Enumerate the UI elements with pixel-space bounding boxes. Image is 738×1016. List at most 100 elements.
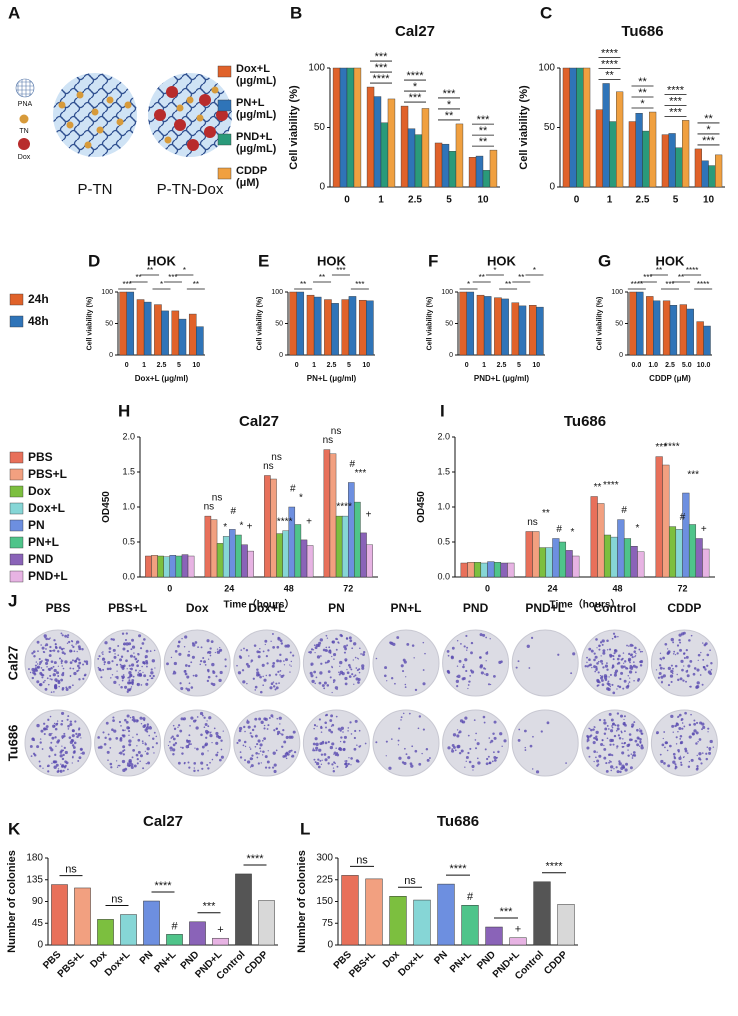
colony [603,747,607,751]
y-axis-label: Cell viability (%) [597,297,604,351]
panel-label: K [8,819,21,838]
colony [242,744,245,747]
colony [597,763,600,766]
legend-swatch [9,519,24,532]
colony [172,748,176,752]
legend-swatch [9,468,24,481]
colony [623,665,626,668]
colony [623,662,625,664]
colony [200,752,205,756]
bar [296,291,305,356]
colony [328,649,332,652]
colony [191,655,195,659]
y-axis-label: Number of colonies [6,850,18,953]
colony [76,669,79,673]
colony [689,686,691,688]
annotation: ** [479,136,488,148]
colony [629,643,633,647]
colony [216,751,219,754]
colony [636,728,639,732]
bar [407,128,416,188]
colony [634,655,636,658]
y-tick-label: 0.5 [122,536,135,546]
colony [324,649,328,652]
colony [343,735,347,739]
colony [99,745,103,749]
colony [134,657,138,661]
colony [346,644,349,647]
colony [32,670,36,675]
colony [314,682,317,685]
colony [655,669,658,671]
colony [178,652,182,656]
colony [615,766,618,769]
y-tick-label: 0 [619,352,623,359]
colony [184,664,188,667]
colony [128,671,132,675]
colony [375,741,378,744]
x-tick-label: 2.5 [636,195,650,206]
bar [572,555,580,578]
colony [331,742,335,746]
colony [249,748,252,750]
bar [616,91,624,188]
annotation: **** [601,58,619,70]
colony [628,738,632,742]
particle-label: P-TN [78,181,113,198]
colony [259,743,263,747]
colony [467,734,470,737]
colony [593,665,597,669]
colony [679,641,682,644]
tn-dot [196,114,204,122]
colony [137,750,141,754]
colony [456,685,459,688]
colony [120,725,122,727]
colony [669,674,674,678]
x-axis-label: Time（hours） [224,598,295,611]
colony [55,745,57,747]
tn-icon [19,114,29,124]
colony [130,681,133,685]
colony [486,757,489,761]
bar [455,123,464,188]
bar [653,300,661,356]
dox-dot [174,119,186,131]
x-tick-label: 10 [477,195,489,206]
colony [616,724,620,727]
colony [85,662,89,666]
x-axis-label: Time（hours） [550,598,621,611]
column-label: PBS+L [108,601,147,615]
annotation: ** [518,273,524,282]
colony [604,678,608,681]
annotation: **** [336,502,352,513]
dox-dot [204,126,216,138]
colony [517,739,521,742]
colony [314,761,317,763]
colony [610,765,614,769]
colony [320,662,323,665]
colony [261,739,264,742]
colony [456,640,459,642]
colony [402,670,405,673]
colony [135,753,139,757]
dish [163,709,231,777]
colony [329,719,333,722]
colony [695,731,699,735]
tn-dot [84,141,92,149]
colony [609,753,612,756]
colony [66,642,69,645]
colony [611,683,614,686]
colony [61,649,64,651]
bar [400,105,409,188]
colony [245,662,249,666]
colony [71,762,73,764]
colony [128,642,132,646]
colony [623,741,627,745]
x-tick-label: 10 [532,362,540,369]
colony [172,737,176,741]
colony [29,671,32,674]
colony [182,718,185,721]
colony [586,661,588,664]
colony [701,752,704,754]
colony [220,739,223,742]
